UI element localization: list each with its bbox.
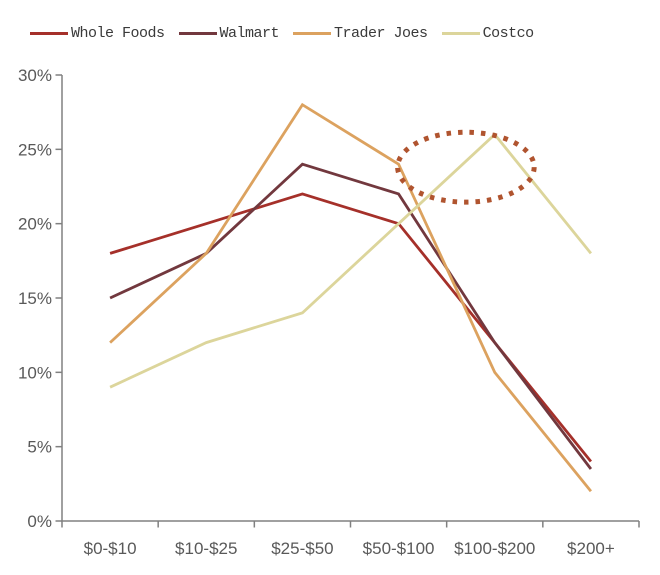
legend-label-costco: Costco: [482, 25, 535, 42]
legend-item-trader-joes: Trader Joes: [293, 25, 428, 42]
legend-label-trader-joes: Trader Joes: [334, 25, 428, 42]
series-line-trader-joes: [109, 102, 593, 493]
y-axis-tick-label: 5%: [27, 438, 52, 457]
x-axis-tick-label: $25-$50: [271, 539, 333, 558]
x-axis-tick-label: $0-$10: [84, 539, 137, 558]
legend-item-walmart: Walmart: [178, 25, 280, 42]
y-axis-tick-label: 15%: [18, 289, 52, 308]
chart-legend: Whole Foods Walmart Trader Joes Costco: [30, 25, 534, 42]
x-axis-tick-label: $200+: [567, 539, 615, 558]
legend-label-whole-foods: Whole Foods: [71, 25, 165, 42]
x-axis-tick-label: $50-$100: [363, 539, 435, 558]
legend-item-costco: Costco: [441, 25, 535, 42]
y-axis-tick-label: 20%: [18, 215, 52, 234]
trader-joes-line-swatch: [293, 32, 332, 35]
walmart-line-swatch: [178, 32, 217, 35]
y-axis-tick-label: 25%: [18, 140, 52, 159]
legend-item-whole-foods: Whole Foods: [30, 25, 165, 42]
axis-lines: [61, 75, 639, 522]
annotation-dotted-ellipse: [395, 129, 537, 205]
costco-line-swatch: [441, 32, 480, 35]
series-line-walmart: [109, 162, 593, 470]
y-axis-tick-label: 30%: [18, 66, 52, 85]
series-line-costco: [109, 132, 593, 389]
y-axis-tick-label: 0%: [27, 512, 52, 531]
whole-foods-line-swatch: [30, 32, 68, 35]
x-axis-tick-label: $100-$200: [454, 539, 535, 558]
series-line-whole-foods: [109, 192, 593, 463]
y-axis-tick-label: 10%: [18, 363, 52, 382]
x-axis-tick-label: $10-$25: [175, 539, 237, 558]
legend-label-walmart: Walmart: [219, 25, 280, 42]
